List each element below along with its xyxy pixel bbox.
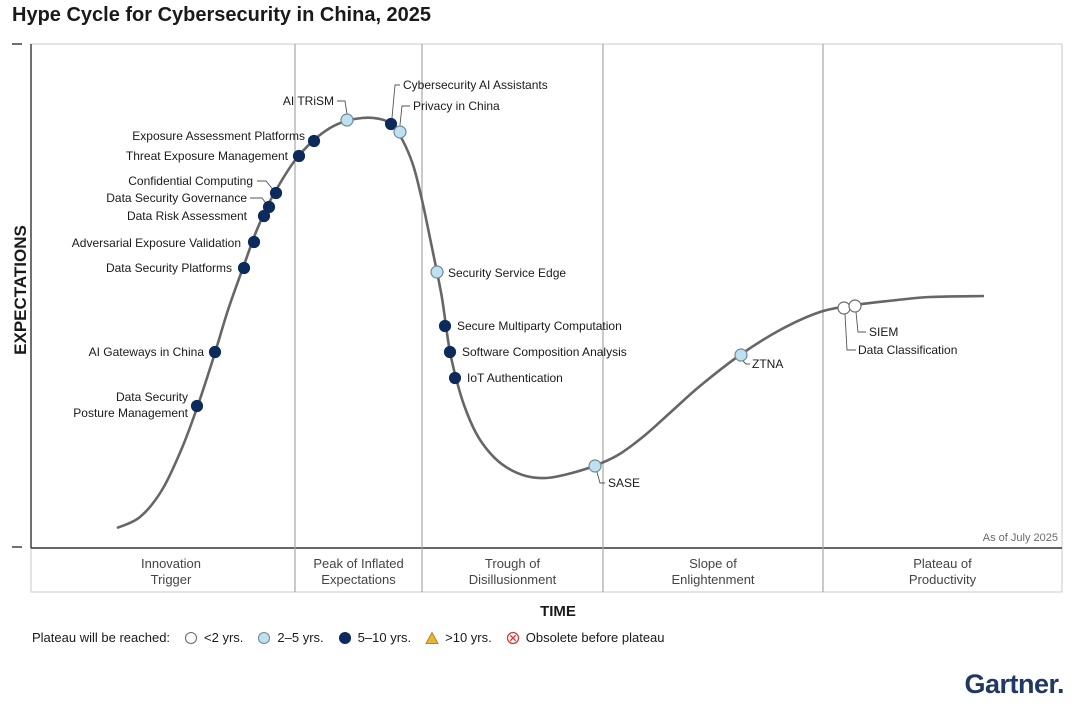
phase-label-innovation-trigger-line2: Trigger [151, 572, 192, 587]
leader-ztna [742, 360, 750, 365]
gartner-logo: Gartner. [964, 669, 1064, 699]
tech-label-ztna: ZTNA [752, 357, 783, 371]
marker-ai-gateways-in-china[interactable] [208, 345, 222, 359]
tech-label-secure-multiparty-computation: Secure Multiparty Computation [457, 319, 622, 333]
tech-label-adversarial-exposure-validation: Adversarial Exposure Validation [72, 236, 241, 250]
leader-data-classification [844, 313, 856, 351]
legend-item-obsolete-before-plateau: Obsolete before plateau [506, 630, 665, 645]
technology-labels: Data Security Posture Management AI Gatewa… [72, 78, 958, 490]
legend-label: 5–10 yrs. [357, 630, 412, 645]
tech-label-siem: SIEM [869, 325, 898, 339]
as-of-annotation: As of July 2025 [983, 532, 1058, 544]
phase-label-slope-of-enlightenment-line2: Enlightenment [671, 572, 754, 587]
plot-frame [12, 43, 1063, 593]
hype-cycle-chart: Data Security Posture Management AI Gatewa… [11, 43, 1063, 620]
marker-data-security-platforms[interactable] [237, 261, 251, 275]
tech-label-security-service-edge: Security Service Edge [448, 266, 566, 280]
tech-label-data-security-governance: Data Security Governance [106, 191, 247, 205]
tech-label-cybersecurity-ai-assistants: Cybersecurity AI Assistants [403, 78, 548, 92]
legend-item-5-10-yrs: 5–10 yrs. [338, 630, 411, 645]
marker-security-service-edge[interactable] [430, 265, 444, 279]
marker-data-security-posture-management[interactable] [190, 399, 204, 413]
leader-privacy-in-china [399, 105, 410, 126]
legend-item-2-yrs: <2 yrs. [184, 630, 243, 645]
legend-obsolete-icon [506, 631, 519, 644]
legend-circle-icon [184, 631, 198, 644]
tech-label-sase: SASE [608, 476, 640, 490]
technology-markers [190, 113, 862, 473]
phase-label-innovation-trigger-line1: Innovation [141, 556, 201, 571]
legend-triangle-icon [425, 630, 439, 644]
marker-siem[interactable] [848, 299, 862, 313]
leader-siem [855, 311, 866, 333]
tech-label-data-security-platforms: Data Security Platforms [106, 261, 232, 275]
tech-label-privacy-in-china: Privacy in China [413, 99, 500, 113]
tech-label-software-composition-analysis: Software Composition Analysis [462, 345, 627, 359]
legend-label: <2 yrs. [204, 630, 244, 645]
chart-title: Hype Cycle for Cybersecurity in China, 2… [12, 4, 432, 26]
phase-label-slope-of-enlightenment-line1: Slope of [689, 556, 737, 571]
phase-label-trough-of-disillusionment-line2: Disillusionment [469, 572, 557, 587]
marker-privacy-in-china[interactable] [393, 125, 407, 139]
marker-sase[interactable] [588, 459, 602, 473]
phase-label-plateau-of-productivity-line1: Plateau of [913, 556, 972, 571]
legend-circle-icon [338, 631, 351, 644]
marker-ai-trism[interactable] [340, 113, 354, 127]
marker-adversarial-exposure-validation[interactable] [247, 235, 261, 249]
leader-cybersecurity-ai-assistants [391, 84, 400, 119]
phase-label-trough-of-disillusionment-line1: Trough of [485, 556, 541, 571]
legend: Plateau will be reached: <2 yrs. 2–5 yrs.… [32, 630, 665, 645]
marker-iot-authentication[interactable] [448, 371, 462, 385]
legend-label: 2–5 yrs. [277, 630, 324, 645]
marker-data-risk-assessment[interactable] [257, 209, 271, 223]
marker-cybersecurity-ai-assistants[interactable] [384, 117, 398, 131]
legend-label: Obsolete before plateau [525, 630, 665, 645]
marker-secure-multiparty-computation[interactable] [438, 319, 452, 333]
legend-item-10-yrs: >10 yrs. [425, 630, 492, 645]
tech-label-data-classification: Data Classification [858, 343, 957, 357]
x-axis-label: TIME [540, 603, 576, 620]
marker-threat-exposure-management[interactable] [292, 149, 306, 163]
phase-dividers [294, 44, 824, 592]
outer-border [30, 43, 1063, 593]
tech-label-data-security-posture-management-line2: Posture Management [73, 406, 188, 420]
marker-software-composition-analysis[interactable] [443, 345, 457, 359]
tech-label-threat-exposure-management: Threat Exposure Management [126, 149, 289, 163]
tech-label-confidential-computing: Confidential Computing [128, 174, 253, 188]
phase-label-peak-of-inflated-expectations-line2: Expectations [321, 572, 396, 587]
tech-label-data-security-posture-management-line1: Data Security [116, 390, 188, 404]
leader-ai-trism [337, 100, 348, 115]
tech-label-iot-authentication: IoT Authentication [467, 371, 563, 385]
tech-label-data-risk-assessment: Data Risk Assessment [127, 209, 248, 223]
leader-confidential-computing [257, 180, 276, 193]
leader-sase [596, 471, 605, 484]
marker-data-classification[interactable] [837, 301, 851, 315]
legend-circle-icon [258, 631, 271, 644]
phase-label-peak-of-inflated-expectations-line1: Peak of Inflated [313, 556, 403, 571]
legend-items: <2 yrs. 2–5 yrs. 5–10 yrs. >10 yrs. Obsolete… [170, 630, 665, 645]
marker-confidential-computing[interactable] [269, 186, 283, 200]
legend-item-2-5-yrs: 2–5 yrs. [257, 630, 324, 645]
marker-ztna[interactable] [734, 348, 748, 362]
phase-label-plateau-of-productivity-line2: Productivity [909, 572, 977, 587]
label-leaders [250, 84, 866, 484]
tech-label-ai-gateways-in-china: AI Gateways in China [89, 345, 205, 359]
tech-label-exposure-assessment-platforms: Exposure Assessment Platforms [132, 129, 305, 143]
y-axis-label: EXPECTATIONS [11, 225, 30, 355]
tech-label-ai-trism: AI TRiSM [283, 94, 334, 108]
marker-exposure-assessment-platforms[interactable] [307, 134, 321, 148]
marker-data-security-governance[interactable] [262, 200, 276, 214]
legend-label: >10 yrs. [445, 630, 492, 645]
legend-title: Plateau will be reached: [32, 630, 171, 645]
